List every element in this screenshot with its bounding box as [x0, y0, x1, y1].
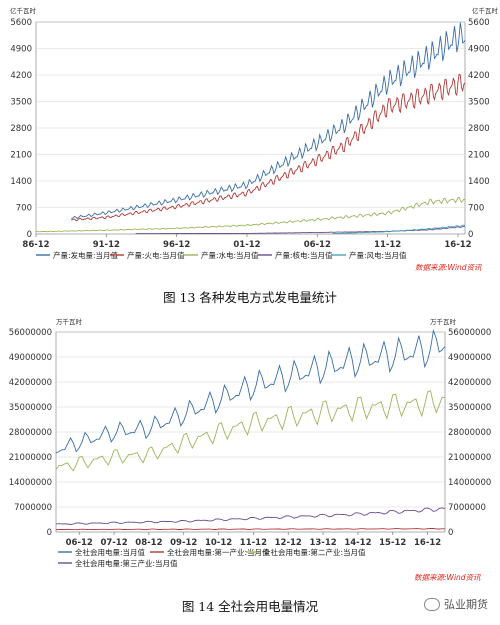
chart1-left-unit: 亿千瓦时: [10, 6, 37, 15]
y-tick-label-right: 2800: [468, 124, 490, 134]
y-tick-label-right: 28000000: [448, 428, 491, 438]
x-tick-label: 96-12: [163, 240, 190, 250]
legend-label: 全社会用电量:第一产业:当月值: [167, 547, 270, 557]
y-tick-label-left: 4900: [10, 45, 32, 55]
x-tick-label: 91-12: [93, 240, 120, 250]
y-tick-label-right: 4900: [468, 45, 490, 55]
x-tick-label: 06-12: [66, 538, 93, 548]
x-tick-label: 11-12: [374, 240, 401, 250]
y-tick-label-left: 0: [27, 230, 32, 240]
y-tick-label-left: 7000000: [14, 503, 52, 513]
series-line-1: [71, 22, 466, 219]
series-line-3: [35, 196, 466, 233]
y-tick-label-left: 14000000: [9, 478, 52, 488]
y-tick-label-left: 28000000: [9, 428, 52, 438]
x-tick-label: 11-12: [240, 538, 267, 548]
y-tick-label-left: 700: [16, 204, 32, 214]
y-tick-label-left: 35000000: [9, 403, 52, 413]
y-tick-label-left: 1400: [10, 177, 32, 187]
y-tick-label-left: 4200: [10, 71, 32, 81]
y-tick-label-left: 56000000: [9, 328, 52, 338]
watermark-text: 弘业期货: [444, 598, 488, 611]
x-tick-label: 14-12: [344, 538, 371, 548]
chart1-source: 数据来源:Wind资讯: [415, 263, 482, 272]
y-tick-label-left: 49000000: [9, 353, 52, 363]
y-tick-label-left: 21000000: [9, 453, 52, 463]
x-tick-label: 01-12: [233, 240, 260, 250]
legend-label: 产量:发电量:当月值: [53, 250, 119, 260]
x-tick-label: 13-12: [309, 538, 336, 548]
y-tick-label-right: 56000000: [448, 328, 491, 338]
legend-label: 全社会用电量:当月值: [75, 547, 146, 557]
y-tick-label-left: 2100: [10, 151, 32, 161]
legend-label: 产量:水电:当月值: [201, 250, 259, 260]
y-tick-label-right: 0: [468, 230, 473, 240]
chart2-left-unit: 万千瓦时: [56, 317, 83, 326]
wechat-icon: [424, 597, 440, 611]
x-tick-label: 86-12: [22, 240, 49, 250]
y-tick-label-right: 3500: [468, 98, 490, 108]
x-tick-label: 15-12: [379, 538, 406, 548]
chart2-right-unit: 万千瓦时: [430, 317, 457, 326]
y-tick-label-left: 42000000: [9, 378, 52, 388]
x-tick-label: 08-12: [135, 538, 162, 548]
y-tick-label-left: 2800: [10, 124, 32, 134]
y-tick-label-left: 0: [47, 528, 52, 538]
x-tick-label: 09-12: [170, 538, 197, 548]
legend-label: 全社会用电量:第三产业:当月值: [75, 558, 178, 568]
y-tick-label-right: 21000000: [448, 453, 491, 463]
y-tick-label-right: 1400: [468, 177, 490, 187]
y-tick-label-right: 5600: [468, 18, 490, 28]
y-tick-label-right: 49000000: [448, 353, 491, 363]
power-generation-chart: 亿千瓦时 亿千瓦时 0 0 700 700 1400 1400 2100 2100 2800 28…: [10, 6, 499, 272]
watermark: 弘业期货: [424, 596, 488, 612]
x-tick-label: 07-12: [100, 538, 127, 548]
series-line-5: [332, 224, 465, 235]
y-tick-label-right: 4200: [468, 71, 490, 81]
legend-label: 产量:火电:当月值: [127, 250, 185, 260]
x-tick-label: 10-12: [205, 538, 232, 548]
series-line-2: [55, 528, 445, 531]
electricity-consumption-chart: 万千瓦时 万千瓦时 0 0 7000000 7000000 14000000 140000…: [9, 317, 492, 582]
chart2-source: 数据来源:Wind资讯: [414, 573, 481, 582]
legend-label: 全社会用电量:第二产业:当月值: [263, 547, 366, 557]
x-tick-label: 16-12: [444, 240, 471, 250]
series-line-1: [55, 328, 446, 454]
y-tick-label-right: 42000000: [448, 378, 491, 388]
legend-label: 产量:核电:当月值: [275, 250, 333, 260]
chart1-right-unit: 亿千瓦时: [472, 6, 499, 15]
y-tick-label-right: 700: [468, 204, 484, 214]
y-tick-label-left: 5600: [10, 18, 32, 28]
y-tick-label-right: 0: [448, 528, 453, 538]
series-line-2: [71, 73, 466, 221]
series-line-3: [55, 390, 446, 472]
figure14-caption: 图 14 全社会用电量情况: [181, 599, 319, 614]
y-tick-label-right: 2100: [468, 151, 490, 161]
x-tick-label: 06-12: [304, 240, 331, 250]
legend-label: 产量:风电:当月值: [349, 250, 407, 260]
y-tick-label-left: 3500: [10, 98, 32, 108]
y-tick-label-right: 35000000: [448, 403, 491, 413]
x-tick-label: 16-12: [414, 538, 441, 548]
series-line-4: [55, 507, 446, 525]
x-tick-label: 12-12: [275, 538, 302, 548]
figure13-caption: 图 13 各种发电方式发电量统计: [163, 290, 337, 305]
y-tick-label-right: 7000000: [448, 503, 486, 513]
y-tick-label-right: 14000000: [448, 478, 491, 488]
